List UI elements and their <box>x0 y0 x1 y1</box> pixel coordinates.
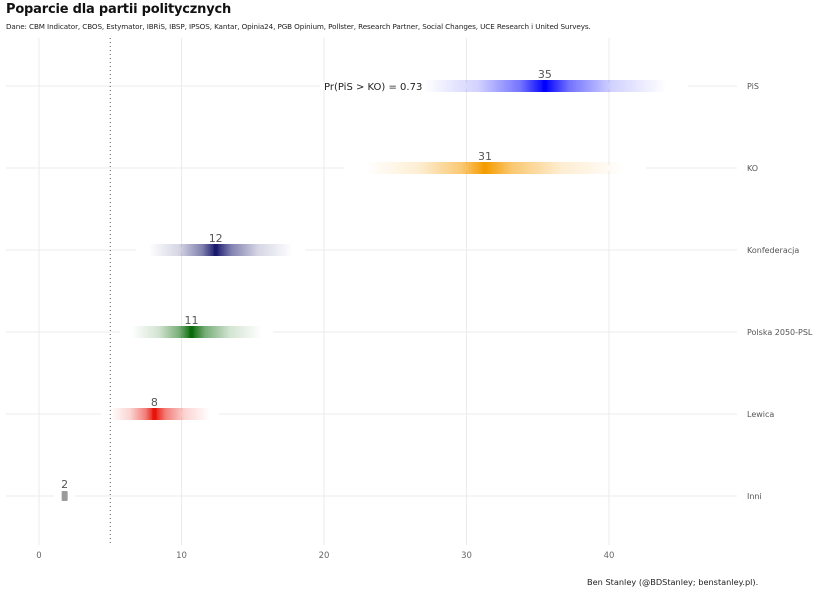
x-tick-label: 10 <box>176 551 187 561</box>
bars <box>54 80 688 501</box>
bar-median-mark <box>152 408 157 420</box>
bar-median-mark <box>483 162 488 174</box>
value-label: 8 <box>151 396 158 409</box>
x-tick-label: 0 <box>36 551 41 561</box>
labels: 35 PiS 31 KO 12 Konfederacja 11 Polska 2050-PSL… <box>61 68 813 501</box>
party-label: PiS <box>747 82 759 91</box>
bar-lewica <box>110 408 210 420</box>
annotation-probability: Pr(PiS > KO) = 0.73 <box>324 82 422 93</box>
x-tick-label: 30 <box>461 551 472 561</box>
x-tick-label: 20 <box>319 551 330 561</box>
value-label: 12 <box>209 232 223 245</box>
x-axis-ticks: 0 10 20 30 40 <box>36 551 614 561</box>
party-label: Inni <box>747 492 762 501</box>
value-label: 2 <box>61 478 68 491</box>
bar-ko <box>366 162 624 174</box>
vertical-gridlines <box>38 38 610 545</box>
x-tick-label: 40 <box>604 551 615 561</box>
bar-polska-2050-psl <box>131 326 262 338</box>
bar-konfederacja <box>148 244 293 256</box>
bar-median-mark <box>213 244 218 256</box>
chart-subtitle: Dane: CBM Indicator, CBOS, Estymator, IB… <box>6 22 591 31</box>
bar-median-mark <box>189 326 194 338</box>
annotation-bg <box>320 82 412 90</box>
party-label: KO <box>747 164 758 173</box>
chart-caption: Ben Stanley (@BDStanley; benstanley.pl). <box>587 577 759 587</box>
horizontal-gridlines <box>6 85 737 497</box>
bar-median-mark <box>542 80 547 92</box>
party-label: Polska 2050-PSL <box>747 328 813 337</box>
value-label: 35 <box>538 68 552 81</box>
bar-inni <box>61 491 68 501</box>
value-label: 11 <box>184 314 198 327</box>
party-label: Lewica <box>747 410 774 419</box>
party-label: Konfederacja <box>747 246 799 255</box>
value-label: 31 <box>478 150 492 163</box>
chart-title: Poparcie dla partii politycznych <box>6 2 232 17</box>
